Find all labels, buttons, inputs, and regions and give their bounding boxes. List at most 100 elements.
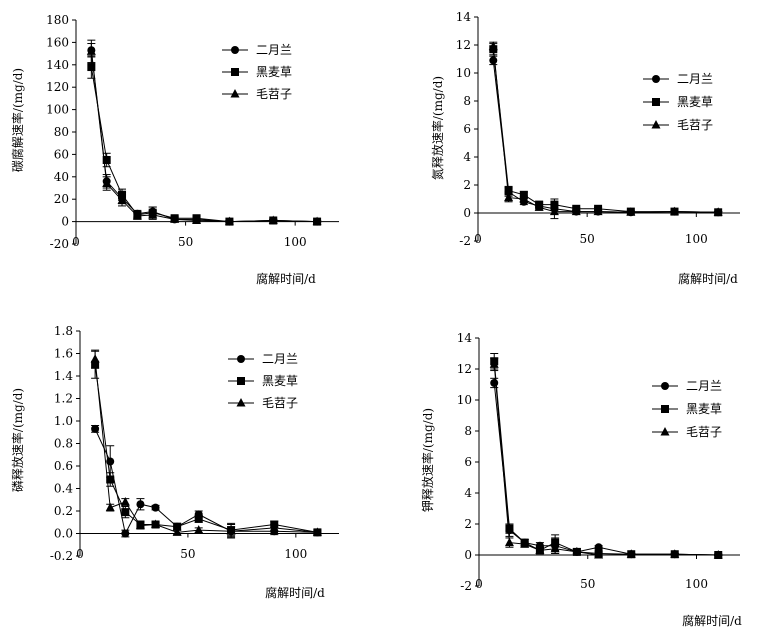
data-point [626,207,636,216]
data-point [593,206,603,216]
data-point [136,500,145,509]
x-tick-label: 0 [475,577,483,591]
x-axis-label: 腐解时间/d [265,585,325,600]
series-3 [90,349,322,537]
data-point [594,550,604,559]
legend-entry: 二月兰 [228,352,298,366]
data-point [713,207,723,216]
x-tick-label: 100 [685,232,708,246]
y-axis-label: 氮释放速率/(mg/d) [430,76,445,180]
y-tick-label: 40 [54,170,69,184]
data-point [488,41,498,50]
data-point [105,502,115,512]
legend-label: 毛苕子 [677,118,713,132]
data-point [194,525,204,534]
data-point [268,215,278,224]
y-tick-label: 10 [456,66,471,80]
y-tick-label: -2 [460,579,472,593]
y-tick-label: 180 [46,13,69,27]
x-tick-label: 100 [284,235,307,249]
y-tick-label: 0.4 [54,482,73,496]
legend-marker [230,89,240,98]
y-tick-label: 8 [464,424,472,438]
legend-marker [652,98,660,106]
data-point [312,216,322,226]
legend-marker [660,427,670,436]
data-point [571,206,581,216]
y-tick-label: 14 [456,10,472,24]
data-point [520,539,530,548]
y-tick-label: 4 [464,486,472,500]
legend-marker [231,68,239,76]
y-tick-label: -20 [50,237,69,251]
data-point [226,526,236,535]
legend-entry: 毛苕子 [643,118,713,132]
series-3 [488,41,723,220]
legend-label: 黑麦草 [262,374,298,388]
legend-label: 二月兰 [256,43,292,57]
x-tick-label: 100 [284,547,307,561]
data-point [106,475,115,484]
y-tick-label: 0.2 [54,504,73,518]
legend-marker [661,405,669,413]
y-tick-label: 0 [463,206,471,220]
x-tick-label: 50 [180,547,195,561]
legend-entry: 毛苕子 [222,87,292,101]
y-tick-label: 12 [456,38,471,52]
legend-entry: 黑麦草 [643,95,713,109]
y-tick-label: 0 [61,215,69,229]
data-point [117,195,127,204]
chart-panel-3: -0.2 0.0 0.2 0.4 0.6 0.8 1.0 1.2 1.4 1.6 1.8 0 50 100… [10,324,339,600]
legend-label: 毛苕子 [256,87,292,101]
data-point [713,550,723,559]
y-tick-label: 0.6 [54,459,73,473]
data-point [269,522,279,532]
series-line [94,364,318,533]
y-tick-label: 1.4 [54,369,73,383]
legend-entry: 二月兰 [222,43,292,57]
data-point [535,545,545,554]
legend-marker [236,398,246,407]
data-point [505,524,514,533]
legend-entry: 黑麦草 [228,374,298,388]
x-tick-label: 50 [178,235,193,249]
data-point [172,527,182,536]
y-tick-label: 10 [457,393,472,407]
series-line [492,46,719,213]
data-point [87,63,96,72]
legend-marker [651,120,661,129]
legend-entry: 毛苕子 [652,425,722,439]
data-point [194,514,203,523]
legend-marker [237,377,245,385]
data-point [551,538,560,547]
legend-entry: 二月兰 [652,379,722,393]
y-tick-label: 6 [464,455,472,469]
data-point [132,211,142,220]
data-point [151,503,160,512]
series-line [493,382,719,556]
x-tick-label: 0 [72,235,80,249]
y-tick-label: 100 [46,103,69,117]
data-point [224,216,234,226]
y-tick-label: 4 [463,150,471,164]
y-tick-label: 14 [457,331,473,345]
legend-label: 二月兰 [686,379,722,393]
legend-label: 黑麦草 [256,65,292,79]
y-tick-label: 0 [464,548,472,562]
legend-label: 黑麦草 [686,402,722,416]
data-point [504,192,514,202]
y-tick-label: 1.0 [54,414,73,428]
data-point [121,529,130,538]
x-axis-label: 腐解时间/d [678,271,738,286]
data-point [102,178,112,188]
data-point [151,519,161,528]
x-tick-label: 50 [580,232,595,246]
data-point [170,214,180,223]
series-line [90,51,318,223]
legend-entry: 毛苕子 [228,396,298,410]
data-point [504,537,514,547]
